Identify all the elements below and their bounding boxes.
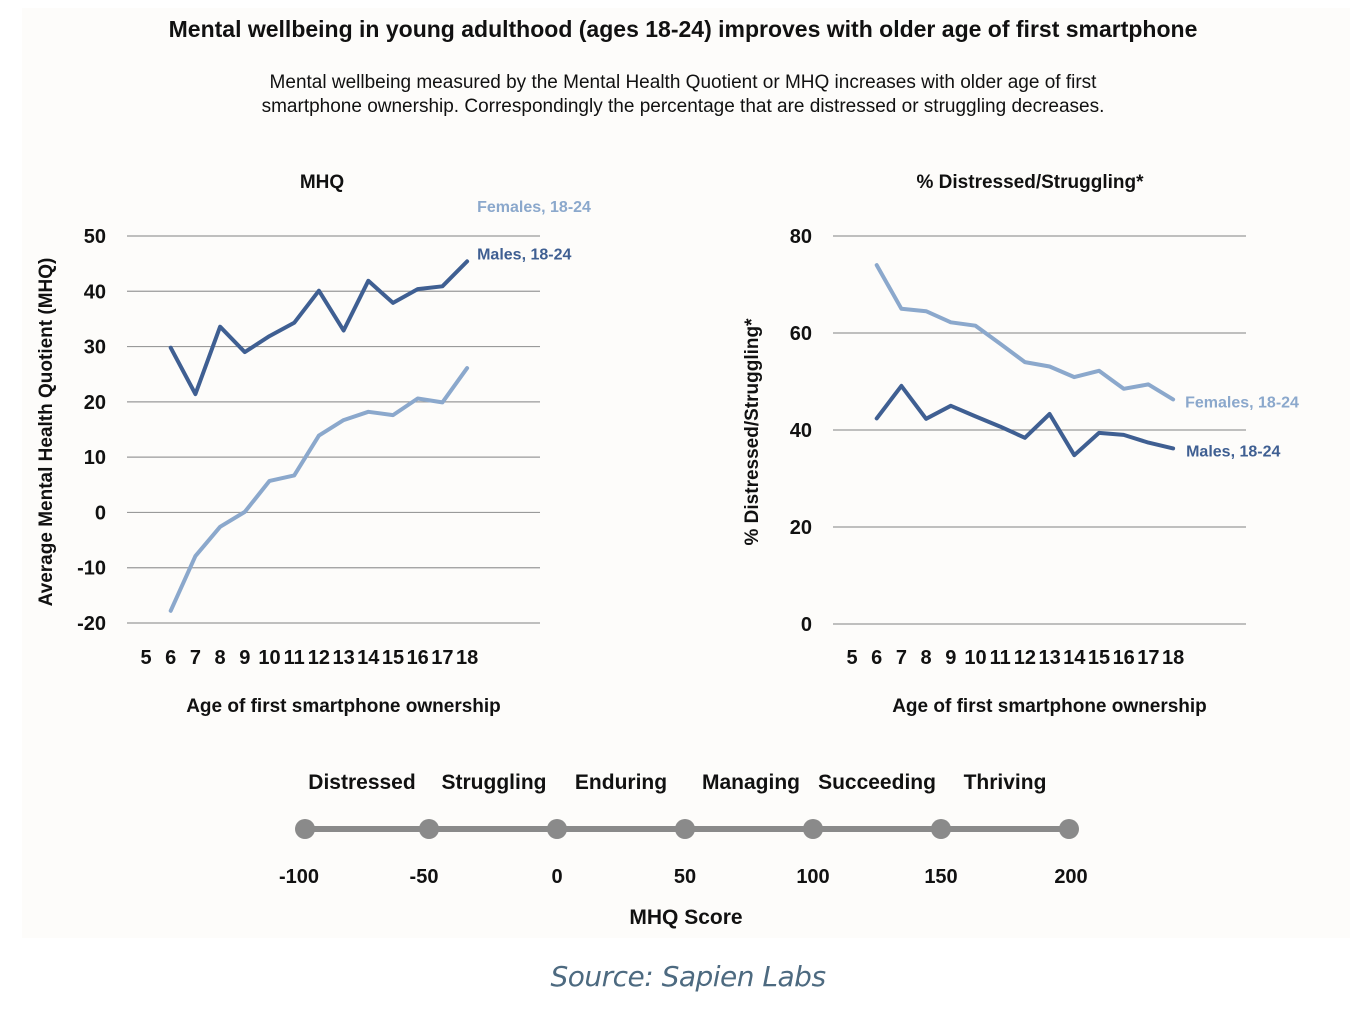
y-tick-label: 80 xyxy=(790,226,812,248)
y-tick-label: 0 xyxy=(95,502,106,524)
scale-tick-label: 200 xyxy=(1054,866,1087,888)
scale-tick-label: -50 xyxy=(410,866,439,888)
x-tick-label: 16 xyxy=(407,647,429,669)
x-tick-label: 18 xyxy=(1162,647,1184,669)
x-tick-label: 14 xyxy=(1063,647,1086,669)
scale-axis-title: MHQ Score xyxy=(629,906,742,929)
x-tick-label: 16 xyxy=(1113,647,1135,669)
x-tick-label: 11 xyxy=(284,647,305,669)
subtitle-line-1: Mental wellbeing measured by the Mental … xyxy=(269,72,1097,93)
x-tick-label: 6 xyxy=(165,647,176,669)
scale-dot xyxy=(1059,819,1079,839)
scale-dot xyxy=(295,819,315,839)
scale-dot xyxy=(803,819,823,839)
series-label: Females, 18-24 xyxy=(477,199,591,216)
source-note: Source: Sapien Labs xyxy=(550,960,826,993)
y-tick-label: 20 xyxy=(84,392,106,414)
distressed-line-chart: % Distressed/Struggling* 80 60 40 20 0 5 6 7 8 9 10… xyxy=(742,172,1299,717)
y-axis-title: Average Mental Health Quotient (MHQ) xyxy=(36,258,57,607)
x-tick-label: 11 xyxy=(990,647,1011,669)
scale-dot xyxy=(419,819,439,839)
x-tick-label: 15 xyxy=(382,647,404,669)
y-tick-label: 10 xyxy=(84,447,106,469)
x-tick-label: 12 xyxy=(308,647,330,669)
scale-tick-label: 100 xyxy=(796,866,829,888)
scale-tick-label: -100 xyxy=(279,866,319,888)
scale-category-label: Enduring xyxy=(575,771,667,794)
series-label: Females, 18-24 xyxy=(1185,394,1299,411)
x-tick-label: 8 xyxy=(215,647,226,669)
series-line xyxy=(874,383,1176,458)
mhq-score-scale: Distressed Struggling Enduring Managing Succ… xyxy=(279,771,1088,929)
subtitle-line-2: smartphone ownership. Correspondingly th… xyxy=(261,96,1105,117)
x-axis-title: Age of first smartphone ownership xyxy=(892,696,1207,717)
x-tick-label: 17 xyxy=(431,647,453,669)
y-tick-label: 30 xyxy=(84,337,106,359)
x-tick-label: 10 xyxy=(258,647,280,669)
panel-title: % Distressed/Struggling* xyxy=(917,172,1145,193)
x-tick-label: 17 xyxy=(1137,647,1159,669)
x-tick-label: 15 xyxy=(1088,647,1110,669)
y-tick-label: -20 xyxy=(77,613,106,635)
x-tick-label: 8 xyxy=(921,647,932,669)
y-tick-label: 20 xyxy=(790,517,812,539)
x-tick-label: 9 xyxy=(945,647,956,669)
series-label: Males, 18-24 xyxy=(477,246,571,263)
x-tick-label: 7 xyxy=(896,647,907,669)
scale-category-label: Distressed xyxy=(308,771,415,794)
series-line xyxy=(874,263,1176,402)
chart-background xyxy=(22,8,1350,938)
y-tick-label: 50 xyxy=(84,226,106,248)
x-tick-label: 13 xyxy=(1038,647,1060,669)
series-label: Males, 18-24 xyxy=(1186,443,1280,460)
x-tick-label: 14 xyxy=(357,647,380,669)
panel-title: MHQ xyxy=(300,172,344,193)
x-tick-label: 5 xyxy=(140,647,151,669)
series-line xyxy=(168,259,470,397)
page-title: Mental wellbeing in young adulthood (age… xyxy=(168,16,1198,42)
y-axis-title: % Distressed/Struggling* xyxy=(742,318,763,546)
scale-tick-label: 150 xyxy=(924,866,957,888)
x-tick-label: 13 xyxy=(332,647,354,669)
x-tick-label: 9 xyxy=(239,647,250,669)
y-tick-label: -10 xyxy=(77,558,106,580)
y-tick-label: 40 xyxy=(84,281,106,303)
page-subtitle: Mental wellbeing measured by the Mental … xyxy=(0,71,1366,119)
scale-category-label: Managing xyxy=(702,771,800,794)
series-line xyxy=(168,366,470,613)
x-axis-title: Age of first smartphone ownership xyxy=(186,696,501,717)
scale-dot xyxy=(547,819,567,839)
scale-category-label: Succeeding xyxy=(818,771,936,794)
scale-category-label: Thriving xyxy=(964,771,1047,794)
x-tick-label: 6 xyxy=(871,647,882,669)
x-tick-label: 7 xyxy=(190,647,201,669)
scale-tick-label: 0 xyxy=(551,866,562,888)
scale-tick-label: 50 xyxy=(674,866,696,888)
x-tick-label: 12 xyxy=(1014,647,1036,669)
x-tick-label: 10 xyxy=(964,647,986,669)
x-tick-label: 5 xyxy=(846,647,857,669)
scale-dot xyxy=(931,819,951,839)
scale-dot xyxy=(675,819,695,839)
y-tick-label: 0 xyxy=(801,614,812,636)
y-tick-label: 60 xyxy=(790,323,812,345)
scale-category-label: Struggling xyxy=(442,771,547,794)
y-tick-label: 40 xyxy=(790,420,812,442)
x-tick-label: 18 xyxy=(456,647,478,669)
